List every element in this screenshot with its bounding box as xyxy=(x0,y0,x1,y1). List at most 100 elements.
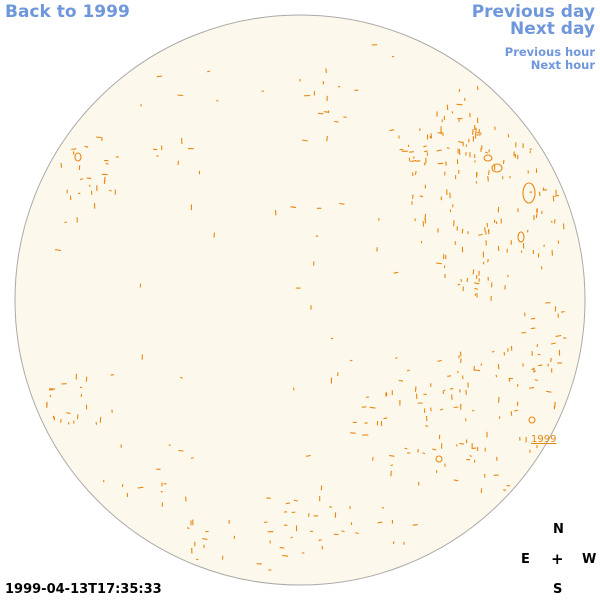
contour-mark xyxy=(385,392,388,396)
contour-mark xyxy=(339,202,345,205)
contour-mark xyxy=(290,536,293,539)
contour-mark xyxy=(406,369,410,372)
contour-mark xyxy=(453,479,459,482)
contour-mark xyxy=(409,151,414,153)
contour-mark xyxy=(77,192,81,195)
contour-mark xyxy=(456,103,463,106)
contour-mark xyxy=(79,178,84,181)
contour-mark xyxy=(531,368,534,371)
contour-loop xyxy=(517,231,525,243)
contour-mark xyxy=(474,293,477,296)
contour-mark xyxy=(325,68,327,73)
contour-mark xyxy=(459,351,462,357)
contour-mark xyxy=(86,177,92,179)
contour-loop xyxy=(491,163,503,173)
contour-mark xyxy=(186,527,190,530)
contour-loop xyxy=(522,182,536,204)
contour-mark xyxy=(96,136,101,139)
contour-mark xyxy=(410,160,417,163)
contour-mark xyxy=(180,376,183,379)
compass-east: E xyxy=(521,552,530,567)
contour-mark xyxy=(439,408,444,411)
previous-hour-link[interactable]: Previous hour xyxy=(504,45,595,59)
contour-mark xyxy=(507,134,510,138)
contour-mark xyxy=(334,120,339,123)
contour-mark xyxy=(290,206,297,209)
contour-mark xyxy=(436,262,442,265)
next-hour-link[interactable]: Next hour xyxy=(530,58,595,72)
contour-mark xyxy=(550,342,556,345)
compass-center: + xyxy=(551,550,564,568)
contour-mark xyxy=(546,390,552,393)
contour-mark xyxy=(422,452,426,455)
contour-mark xyxy=(446,147,450,149)
next-day-link[interactable]: Next day xyxy=(510,19,595,39)
contour-mark xyxy=(437,359,442,362)
contour-mark xyxy=(477,132,482,134)
previous-day-link[interactable]: Previous day xyxy=(471,2,595,22)
contour-mark xyxy=(323,111,329,113)
contour-mark xyxy=(301,552,305,554)
contour-mark xyxy=(390,464,394,467)
contour-mark xyxy=(341,530,345,533)
contour-mark xyxy=(471,409,475,412)
contour-mark xyxy=(529,387,535,389)
contour-mark xyxy=(514,409,518,412)
contour-mark xyxy=(474,287,478,290)
contour-mark xyxy=(516,383,519,387)
contour-mark xyxy=(381,506,385,509)
contour-mark xyxy=(497,364,500,370)
contour-mark xyxy=(487,259,489,263)
contour-mark xyxy=(474,282,480,285)
contour-mark xyxy=(459,442,464,445)
contour-mark xyxy=(555,334,562,337)
contour-mark xyxy=(469,455,472,457)
contour-mark xyxy=(302,139,308,142)
contour-mark xyxy=(474,160,476,163)
contour-mark xyxy=(425,425,429,427)
contour-mark xyxy=(282,554,289,557)
contour-mark xyxy=(472,129,474,135)
contour-mark xyxy=(177,160,180,166)
contour-mark xyxy=(84,145,89,148)
magnetic-contours xyxy=(46,44,567,571)
contour-mark xyxy=(190,457,194,459)
contour-mark xyxy=(389,129,395,132)
contour-mark xyxy=(71,148,77,151)
region-label[interactable]: 1999 xyxy=(531,434,556,445)
contour-mark xyxy=(554,194,560,197)
contour-mark xyxy=(447,375,452,377)
contour-mark xyxy=(414,171,417,175)
contour-mark xyxy=(436,149,442,152)
contour-mark xyxy=(412,524,418,526)
contour-mark xyxy=(202,537,208,540)
contour-loop xyxy=(74,152,82,162)
contour-mark xyxy=(306,454,311,457)
back-to-year-link[interactable]: Back to 1999 xyxy=(5,2,130,22)
contour-mark xyxy=(503,489,507,491)
contour-mark xyxy=(534,379,539,382)
contour-mark xyxy=(156,155,159,157)
contour-mark xyxy=(530,327,536,330)
contour-mark xyxy=(469,112,471,118)
contour-mark xyxy=(328,506,333,508)
contour-mark xyxy=(279,546,285,549)
contour-mark xyxy=(538,364,543,367)
contour-mark xyxy=(432,448,437,451)
contour-mark xyxy=(461,228,464,234)
contour-mark xyxy=(464,418,467,422)
contour-mark xyxy=(480,488,483,493)
contour-mark xyxy=(293,499,298,502)
contour-mark xyxy=(560,310,565,313)
contour-mark xyxy=(457,283,461,286)
contour-mark xyxy=(478,233,483,236)
contour-mark xyxy=(160,490,163,493)
contour-mark xyxy=(66,412,71,415)
contour-mark xyxy=(487,175,489,182)
contour-mark xyxy=(451,111,454,114)
contour-mark xyxy=(391,55,395,58)
compass-north: N xyxy=(553,522,564,537)
contour-mark xyxy=(423,393,427,396)
contour-mark xyxy=(485,151,489,154)
